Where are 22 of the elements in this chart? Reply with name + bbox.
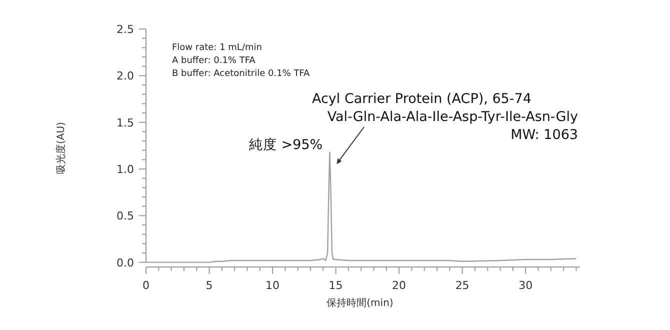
annotation: A buffer: 0.1% TFA [172, 56, 256, 66]
x-tick-label: 10 [266, 279, 280, 292]
annotation: Val-Gln-Ala-Ala-Ile-Asp-Tyr-Ile-Asn-Gly [327, 109, 578, 125]
x-tick-label: 20 [392, 279, 406, 292]
x-tick-label: 30 [518, 279, 533, 292]
y-tick-label: 1.5 [116, 116, 134, 130]
y-tick-label: 1.0 [116, 163, 134, 176]
x-tick-label: 15 [328, 279, 343, 292]
y-axis-title: 吸光度(AU) [55, 122, 67, 174]
y-tick-label: 0.5 [116, 210, 134, 223]
annotation: Acyl Carrier Protein (ACP), 65-74 [312, 91, 532, 107]
x-tick-label: 25 [455, 279, 470, 292]
x-tick-label: 0 [142, 279, 150, 292]
x-tick-label: 5 [206, 279, 213, 292]
annotation: 純度 >95% [249, 137, 323, 153]
y-tick-label: 2.5 [116, 23, 134, 36]
y-tick-label: 2.0 [116, 70, 134, 83]
annotation: MW: 1063 [510, 127, 578, 143]
annotation: Flow rate: 1 mL/min [172, 43, 262, 53]
annotation: B buffer: Acetonitrile 0.1% TFA [172, 69, 311, 79]
y-tick-label: 0.0 [116, 256, 134, 270]
x-axis-title: 保持時間(min) [326, 297, 394, 309]
